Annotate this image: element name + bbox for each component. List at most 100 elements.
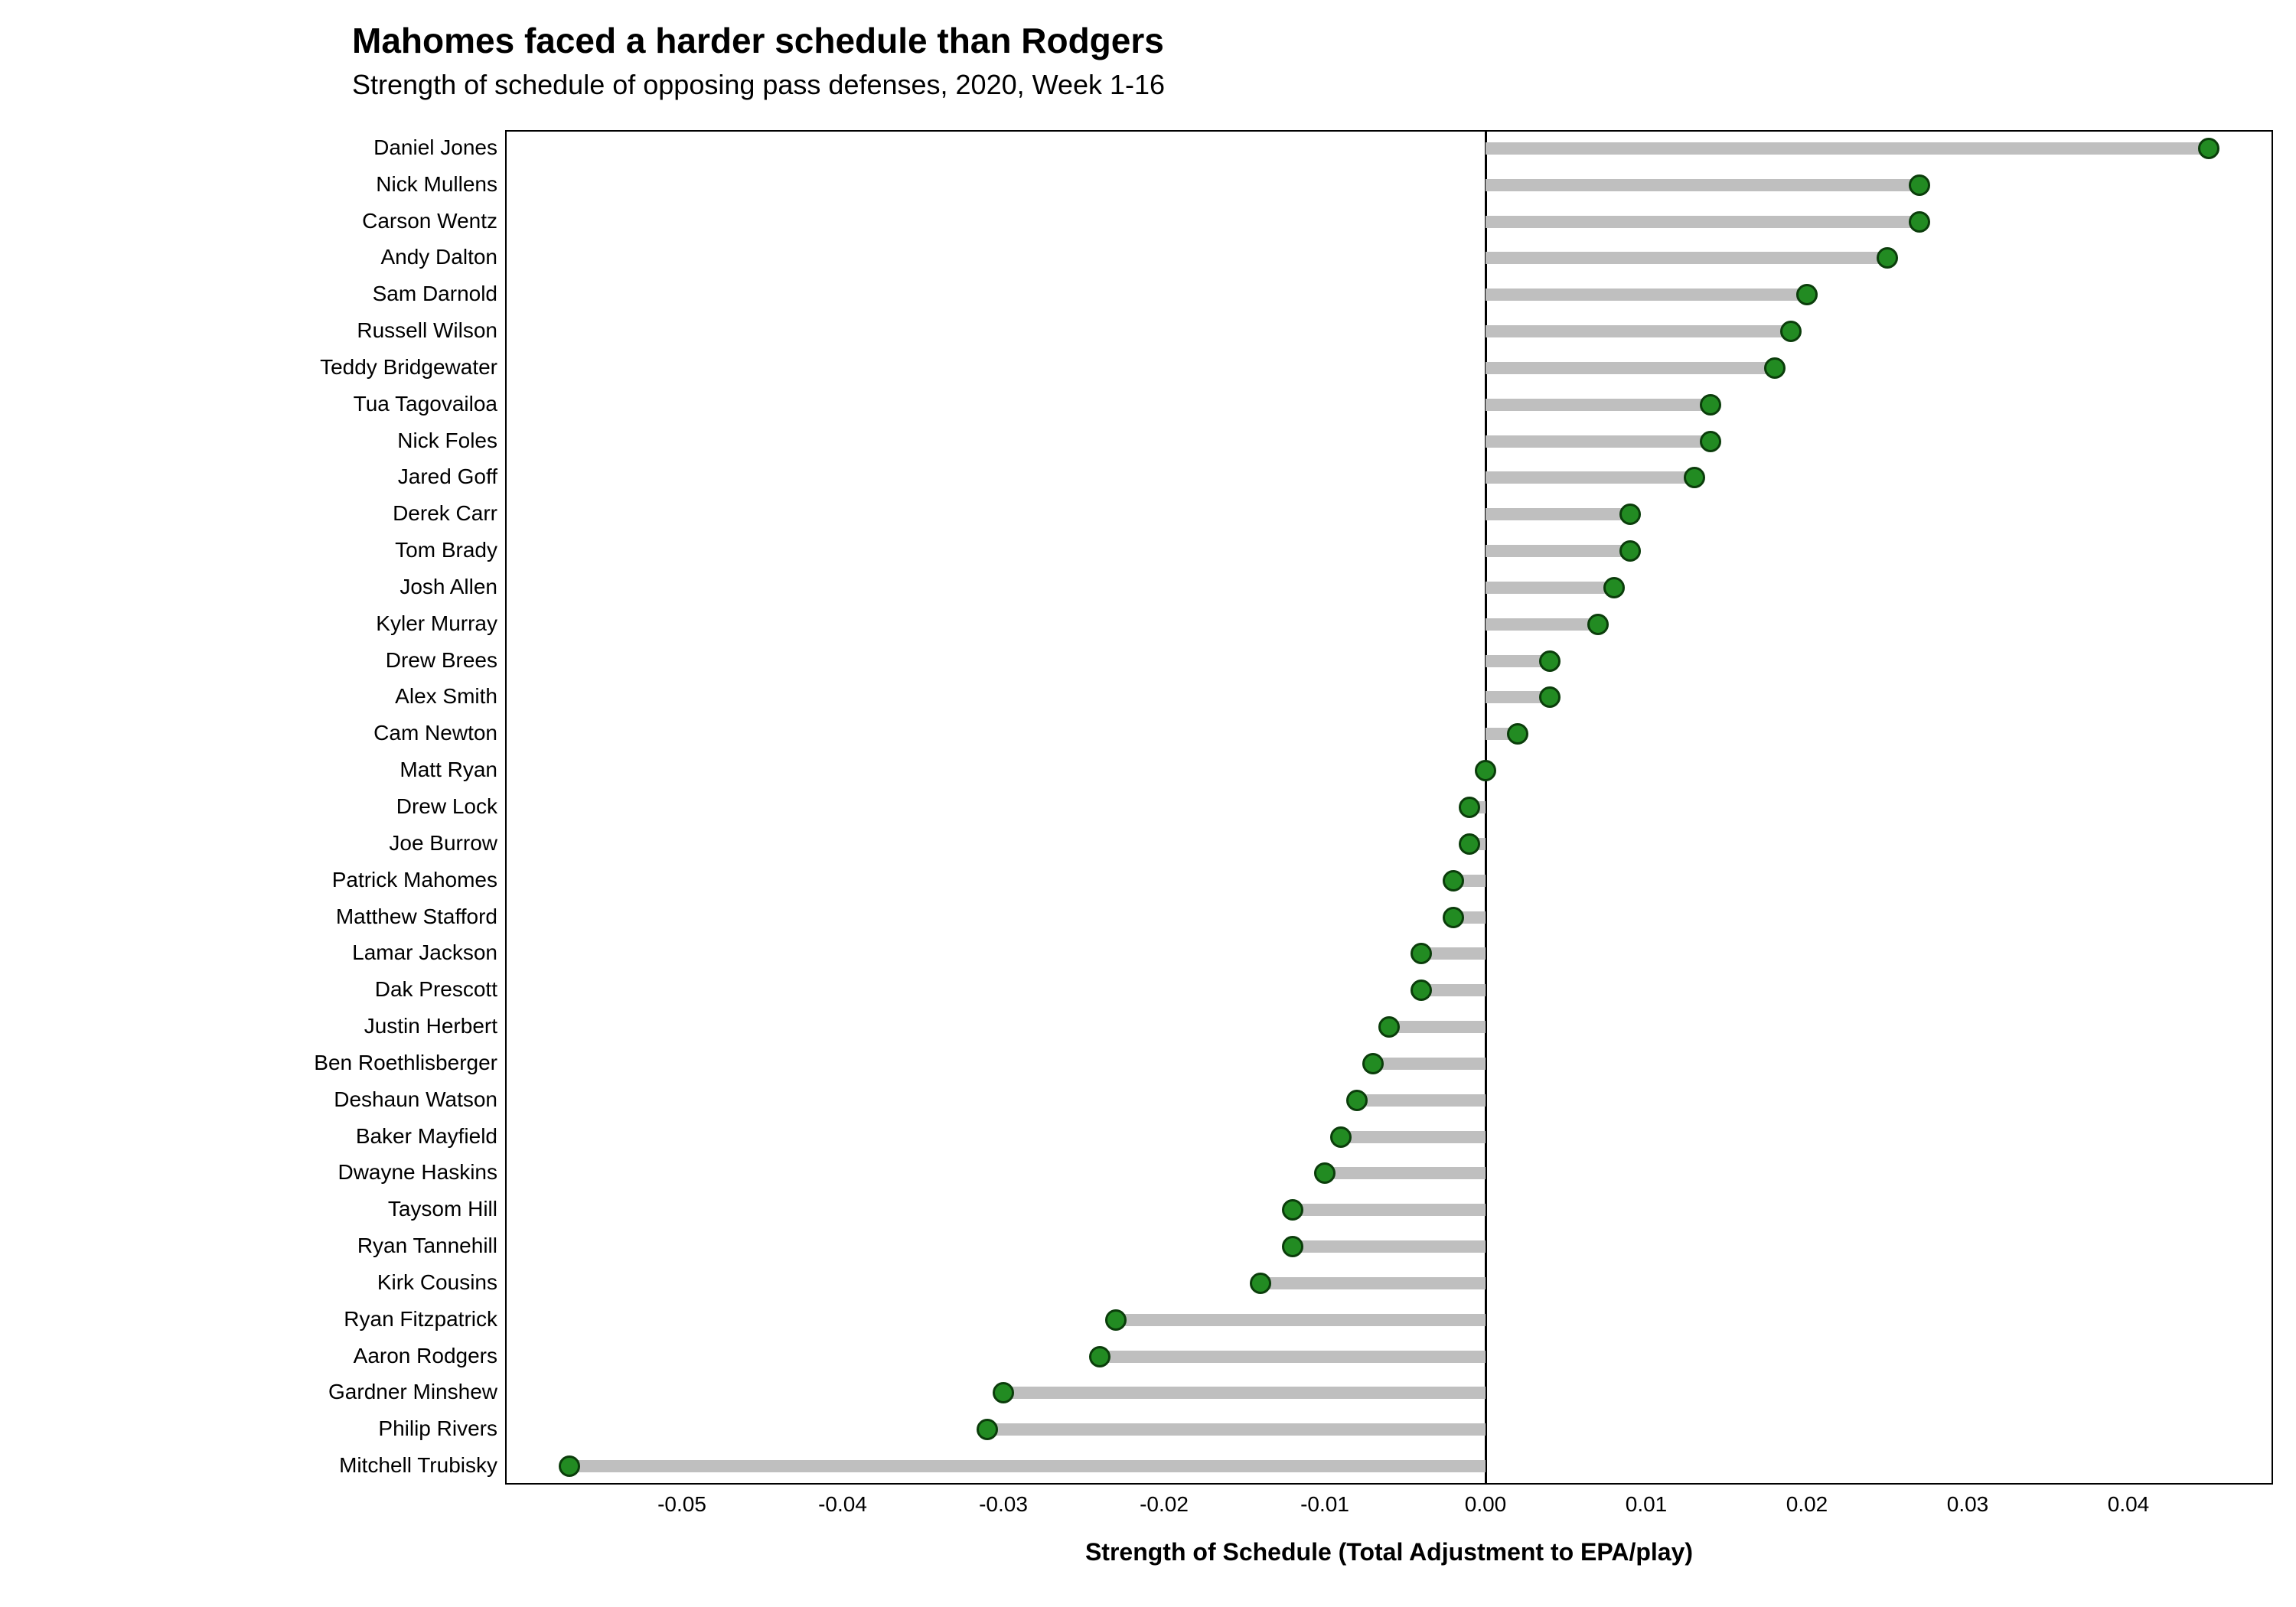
player-label: Matthew Stafford [336, 905, 497, 929]
player-label: Patrick Mahomes [332, 868, 497, 892]
player-label: Nick Mullens [376, 172, 497, 197]
player-label: Taysom Hill [388, 1197, 497, 1221]
data-point [1780, 321, 1802, 342]
gridline [2128, 130, 2129, 1485]
player-label: Ben Roethlisberger [314, 1051, 497, 1075]
bar [1486, 142, 2209, 155]
x-tick-label: -0.03 [979, 1492, 1028, 1517]
data-point [1378, 1016, 1400, 1038]
bar [1373, 1058, 1486, 1070]
player-label: Gardner Minshew [328, 1380, 497, 1404]
bar [1357, 1094, 1486, 1107]
data-point [1346, 1090, 1368, 1111]
data-point [1909, 174, 1930, 196]
data-point [1539, 650, 1561, 672]
player-label: Kirk Cousins [377, 1270, 497, 1295]
data-point [1684, 467, 1705, 488]
x-tick-label: 0.02 [1786, 1492, 1828, 1517]
bar [1486, 252, 1887, 264]
chart-subtitle: Strength of schedule of opposing pass de… [352, 69, 1165, 101]
player-label: Philip Rivers [378, 1416, 497, 1441]
player-label: Drew Lock [396, 794, 497, 819]
data-point [1619, 540, 1641, 562]
bar [1486, 618, 1598, 631]
bar [569, 1460, 1486, 1472]
x-tick-label: -0.01 [1300, 1492, 1349, 1517]
player-label: Ryan Fitzpatrick [344, 1307, 497, 1332]
data-point [1700, 394, 1721, 416]
data-point [1314, 1162, 1336, 1184]
data-point [1507, 723, 1528, 745]
bar [1261, 1277, 1486, 1289]
x-tick-label: -0.05 [657, 1492, 706, 1517]
bar [1341, 1131, 1486, 1143]
bar [1486, 582, 1614, 594]
data-point [1459, 833, 1480, 855]
player-label: Tua Tagovailoa [354, 392, 497, 416]
player-label: Dak Prescott [375, 977, 497, 1002]
data-point [1796, 284, 1818, 305]
data-point [1443, 907, 1464, 928]
x-tick-label: -0.04 [818, 1492, 867, 1517]
gridline [1003, 130, 1004, 1485]
bar [1486, 362, 1775, 374]
data-point [1700, 431, 1721, 452]
data-point [1105, 1309, 1127, 1331]
bar [987, 1423, 1486, 1436]
player-label: Derek Carr [393, 501, 497, 526]
data-point [1539, 686, 1561, 708]
player-label: Josh Allen [400, 575, 497, 599]
player-label: Ryan Tannehill [357, 1234, 497, 1258]
bar [1486, 216, 1919, 228]
gridline [1164, 130, 1165, 1485]
player-label: Sam Darnold [373, 282, 497, 306]
plot-area [505, 130, 2273, 1485]
data-point [1619, 504, 1641, 525]
bar [1389, 1021, 1486, 1033]
player-label: Drew Brees [386, 648, 497, 673]
data-point [1877, 247, 1898, 269]
data-point [1411, 980, 1432, 1001]
player-label: Deshaun Watson [334, 1087, 497, 1112]
data-point [993, 1382, 1014, 1403]
player-label: Dwayne Haskins [338, 1160, 497, 1185]
data-point [1475, 760, 1496, 781]
player-label: Daniel Jones [373, 135, 497, 160]
gridline [1807, 130, 1808, 1485]
data-point [1443, 870, 1464, 892]
data-point [1909, 211, 1930, 233]
player-label: Tom Brady [395, 538, 497, 562]
bar [1486, 545, 1630, 557]
data-point [559, 1455, 580, 1477]
x-axis-title: Strength of Schedule (Total Adjustment t… [505, 1538, 2273, 1566]
player-label: Aaron Rodgers [354, 1344, 497, 1368]
player-label: Jared Goff [398, 464, 497, 489]
data-point [1282, 1236, 1303, 1257]
bar [1325, 1167, 1486, 1179]
data-point [977, 1419, 998, 1440]
data-point [1282, 1199, 1303, 1221]
data-point [1330, 1126, 1352, 1148]
data-point [1764, 357, 1786, 379]
bar [1293, 1240, 1486, 1253]
bar [1486, 399, 1711, 411]
x-tick-label: 0.01 [1626, 1492, 1668, 1517]
data-point [1587, 614, 1609, 635]
data-point [1603, 577, 1625, 598]
x-tick-label: -0.02 [1140, 1492, 1189, 1517]
player-label: Carson Wentz [362, 209, 497, 233]
data-point [1411, 943, 1432, 964]
data-point [2198, 138, 2219, 159]
data-point [1459, 797, 1480, 818]
player-label: Kyler Murray [376, 611, 497, 636]
chart-canvas: Mahomes faced a harder schedule than Rod… [0, 0, 2296, 1607]
bar [1486, 471, 1694, 484]
player-label: Matt Ryan [400, 758, 497, 782]
bar [1486, 435, 1711, 448]
player-label: Alex Smith [395, 684, 497, 709]
data-point [1362, 1053, 1384, 1074]
bar [1486, 179, 1919, 191]
bar [1100, 1351, 1486, 1363]
data-point [1089, 1346, 1110, 1367]
bar [1116, 1314, 1486, 1326]
